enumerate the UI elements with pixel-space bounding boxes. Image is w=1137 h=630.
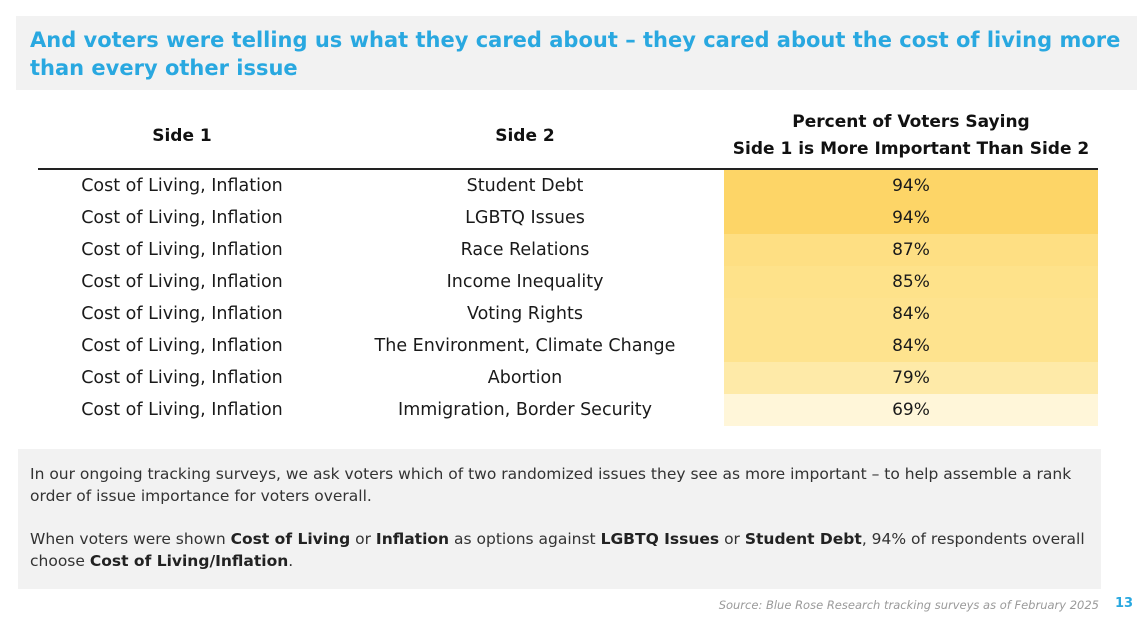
source-citation: Source: Blue Rose Research tracking surv… <box>718 598 1099 612</box>
side1-cell: Cost of Living, Inflation <box>81 304 283 324</box>
table-row: Cost of Living, Inflation Abortion 79% <box>38 362 1098 394</box>
header-percent: Percent of Voters Saying Side 1 is More … <box>724 104 1098 170</box>
page-number: 13 <box>1115 596 1134 611</box>
side2-cell: Immigration, Border Security <box>398 400 652 420</box>
table-row: Cost of Living, Inflation The Environment… <box>38 330 1098 362</box>
note-emphasis: Student Debt <box>744 530 862 548</box>
issue-comparison-table-container: Side 1 Side 2 Percent of Voters Saying S… <box>38 104 1098 426</box>
note-text: When voters were shown <box>30 530 231 548</box>
side2-cell: Student Debt <box>466 176 584 196</box>
note-paragraph-2: When voters were shown Cost of Living or… <box>30 528 1089 572</box>
side1-cell: Cost of Living, Inflation <box>81 368 283 388</box>
side2-cell: Voting Rights <box>466 304 583 324</box>
side2-cell: Income Inequality <box>446 272 604 292</box>
percent-cell: 94% <box>724 169 1098 202</box>
table-header-row: Side 1 Side 2 Percent of Voters Saying S… <box>38 104 1098 170</box>
note-emphasis: LGBTQ Issues <box>600 530 720 548</box>
header-percent-line1: Percent of Voters Saying <box>792 112 1030 132</box>
side1-cell: Cost of Living, Inflation <box>81 336 283 356</box>
note-paragraph-1: In our ongoing tracking surveys, we ask … <box>30 465 1072 505</box>
note-emphasis: Inflation <box>375 530 450 548</box>
table-row: Cost of Living, Inflation Voting Rights 84… <box>38 298 1098 330</box>
side2-cell: The Environment, Climate Change <box>374 336 676 356</box>
note-text: . <box>288 552 294 570</box>
note-emphasis: Cost of Living <box>230 530 351 548</box>
side1-cell: Cost of Living, Inflation <box>81 400 283 420</box>
percent-cell: 79% <box>724 362 1098 394</box>
side1-cell: Cost of Living, Inflation <box>81 176 283 196</box>
note-text: , 94% of respondents overall choose <box>30 530 1085 570</box>
note-emphasis: Cost of Living/Inflation <box>89 552 289 570</box>
header-side1: Side 1 <box>38 104 326 170</box>
header-percent-line2: Side 1 is More Important Than Side 2 <box>732 139 1090 159</box>
methodology-note: In our ongoing tracking surveys, we ask … <box>18 449 1101 589</box>
table-row: Cost of Living, Inflation Immigration, Bo… <box>38 394 1098 426</box>
title-banner: And voters were telling us what they car… <box>16 16 1137 90</box>
header-side2: Side 2 <box>326 104 724 170</box>
percent-cell: 69% <box>724 394 1098 426</box>
side1-cell: Cost of Living, Inflation <box>81 240 283 260</box>
percent-cell: 87% <box>724 234 1098 266</box>
table-row: Cost of Living, Inflation Race Relations 8… <box>38 234 1098 266</box>
percent-cell: 84% <box>724 298 1098 330</box>
page-title: And voters were telling us what they car… <box>30 28 1121 80</box>
table-row: Cost of Living, Inflation LGBTQ Issues 94% <box>38 202 1098 234</box>
note-text: or <box>350 530 376 548</box>
issue-comparison-table: Side 1 Side 2 Percent of Voters Saying S… <box>38 104 1098 426</box>
table-body: Cost of Living, Inflation Student Debt 94%… <box>38 169 1098 426</box>
table-row: Cost of Living, Inflation Student Debt 94% <box>38 169 1098 202</box>
side2-cell: Abortion <box>487 368 563 388</box>
percent-cell: 94% <box>724 202 1098 234</box>
side1-cell: Cost of Living, Inflation <box>81 208 283 228</box>
percent-cell: 84% <box>724 330 1098 362</box>
note-text: or <box>719 530 745 548</box>
table-row: Cost of Living, Inflation Income Inequali… <box>38 266 1098 298</box>
note-text: as options against <box>449 530 601 548</box>
side2-cell: Race Relations <box>460 240 590 260</box>
side1-cell: Cost of Living, Inflation <box>81 272 283 292</box>
percent-cell: 85% <box>724 266 1098 298</box>
side2-cell: LGBTQ Issues <box>465 208 585 228</box>
